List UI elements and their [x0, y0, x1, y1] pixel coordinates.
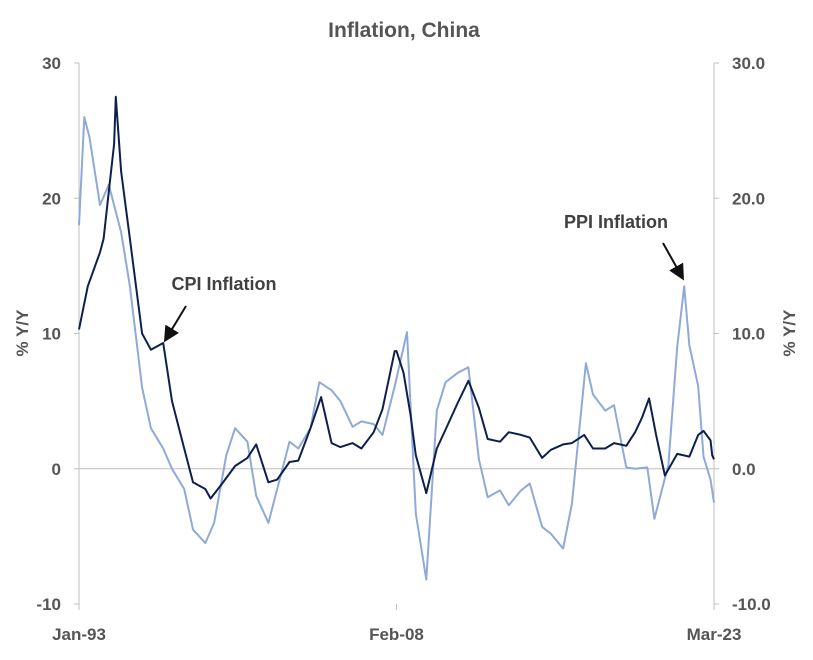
axes	[78, 63, 715, 604]
right-y-axis-label: % Y/Y	[780, 309, 799, 357]
right-tick-label: 0.0	[732, 460, 756, 479]
right-y-ticks: 30.0 20.0 10.0 0.0 -10.0	[714, 54, 771, 614]
left-tick-label: 20	[42, 189, 61, 208]
x-tick-label: Feb-08	[369, 625, 424, 644]
annotations: CPI Inflation PPI Inflation	[163, 212, 684, 343]
left-tick-label: 0	[52, 460, 61, 479]
ppi-inflation-line	[78, 116, 715, 581]
cpi-inflation-line	[78, 95, 715, 500]
right-tick-label: 30.0	[732, 54, 765, 73]
ppi-annotation-arrow	[662, 242, 684, 281]
x-ticks: Jan-93 Feb-08 Mar-23	[52, 604, 741, 644]
right-tick-label: -10.0	[732, 595, 771, 614]
left-tick-label: 10	[42, 325, 61, 344]
x-tick-label: Mar-23	[687, 625, 742, 644]
left-y-ticks: 30 20 10 0 -10	[36, 54, 79, 614]
x-tick-label: Jan-93	[52, 625, 106, 644]
chart-title: Inflation, China	[328, 19, 480, 42]
left-tick-label: 30	[42, 54, 61, 73]
right-tick-label: 10.0	[732, 325, 765, 344]
cpi-annotation-arrow	[163, 305, 187, 343]
ppi-annotation-label: PPI Inflation	[564, 212, 668, 232]
right-tick-label: 20.0	[732, 189, 765, 208]
left-tick-label: -10	[36, 595, 61, 614]
series-group	[78, 95, 715, 581]
left-y-axis-label: % Y/Y	[13, 309, 32, 357]
cpi-annotation-label: CPI Inflation	[172, 274, 277, 294]
